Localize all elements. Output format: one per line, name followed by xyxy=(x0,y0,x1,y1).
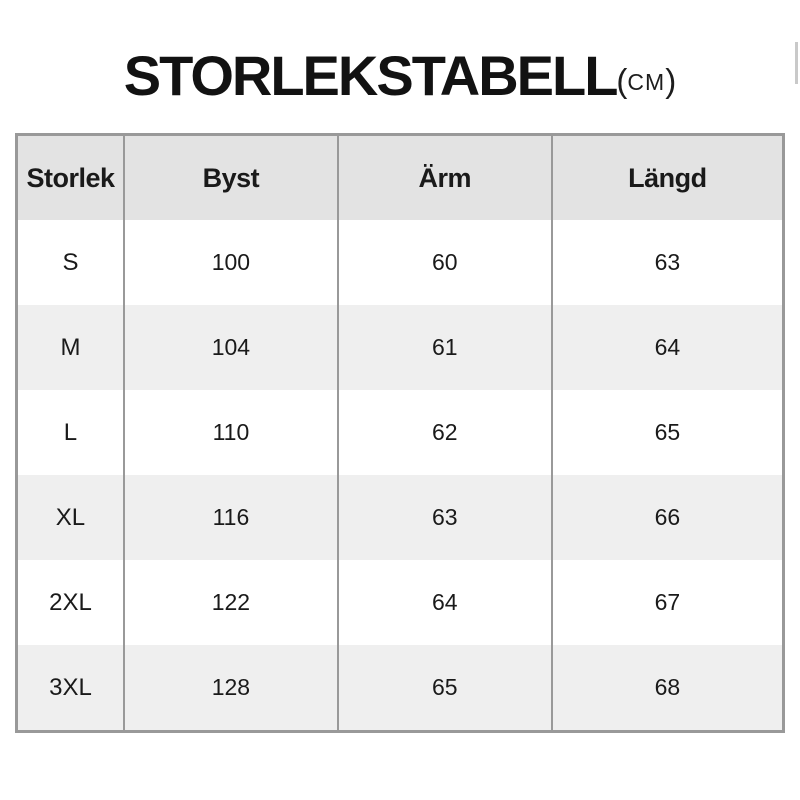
table-row-3xl: 3XL 128 65 68 xyxy=(18,645,782,730)
page-title-text: STORLEKSTABELL xyxy=(123,44,619,107)
cell-arm: 63 xyxy=(339,475,553,560)
table-header-row: Storlek Byst Ärm Längd xyxy=(18,136,782,220)
cell-byst: 100 xyxy=(125,220,339,305)
cell-size: XL xyxy=(18,475,125,560)
cell-arm: 60 xyxy=(339,220,553,305)
unit-paren-close: ) xyxy=(665,62,677,99)
table-row-l: L 110 62 65 xyxy=(18,390,782,475)
page-title: STORLEKSTABELL(CM) xyxy=(0,48,800,104)
size-table: Storlek Byst Ärm Längd S 100 60 63 M 104… xyxy=(15,133,785,733)
table-row-m: M 104 61 64 xyxy=(18,305,782,390)
cell-arm: 64 xyxy=(339,560,553,645)
cell-byst: 104 xyxy=(125,305,339,390)
cell-arm: 65 xyxy=(339,645,553,730)
cell-byst: 110 xyxy=(125,390,339,475)
cell-langd: 65 xyxy=(654,419,681,445)
cell-size: M xyxy=(18,305,125,390)
cell-langd: 67 xyxy=(654,589,681,615)
cell-size: 3XL xyxy=(18,645,125,730)
cell-langd: 63 xyxy=(654,249,681,275)
cell-byst: 116 xyxy=(125,475,339,560)
header-cell-langd: Längd xyxy=(628,162,707,193)
page-title-unit: (CM) xyxy=(616,62,676,99)
header-cell-storlek: Storlek xyxy=(18,136,125,220)
table-row-xl: XL 116 63 66 xyxy=(18,475,782,560)
cell-size: L xyxy=(18,390,125,475)
cell-langd: 68 xyxy=(654,674,681,700)
table-row-2xl: 2XL 122 64 67 xyxy=(18,560,782,645)
unit-label: CM xyxy=(627,69,666,95)
unit-paren-open: ( xyxy=(616,62,628,99)
table-row-s: S 100 60 63 xyxy=(18,220,782,305)
cell-langd: 66 xyxy=(654,504,681,530)
cell-arm: 61 xyxy=(339,305,553,390)
cell-langd: 64 xyxy=(654,334,681,360)
scrollbar-fragment xyxy=(795,42,798,84)
cell-byst: 128 xyxy=(125,645,339,730)
header-cell-arm: Ärm xyxy=(339,136,553,220)
cell-byst: 122 xyxy=(125,560,339,645)
cell-size: S xyxy=(18,220,125,305)
cell-size: 2XL xyxy=(18,560,125,645)
cell-arm: 62 xyxy=(339,390,553,475)
header-cell-byst: Byst xyxy=(125,136,339,220)
